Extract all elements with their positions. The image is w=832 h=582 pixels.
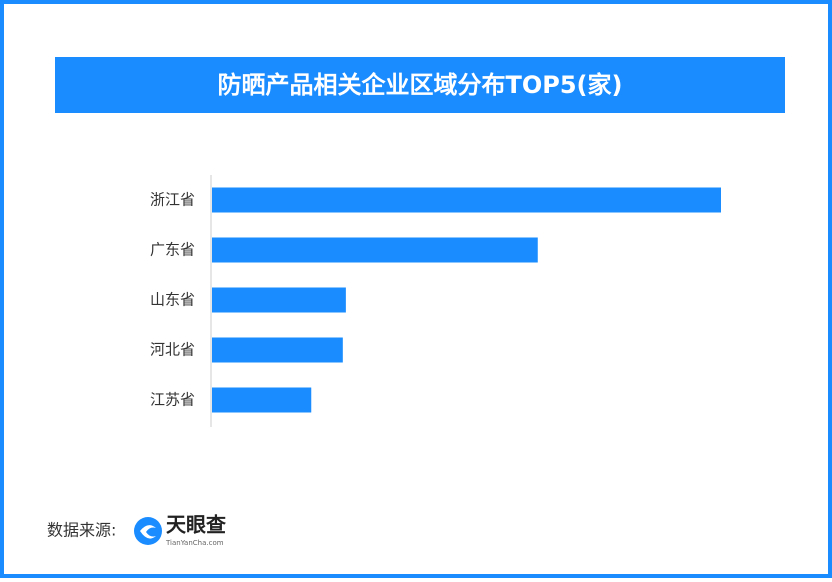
y-tick-label: 江苏省 — [150, 391, 195, 409]
logo-text: 天眼查 — [166, 513, 226, 537]
bar — [212, 337, 343, 363]
y-tick-label: 浙江省 — [150, 191, 195, 209]
bar — [212, 287, 346, 313]
source-label: 数据来源: — [47, 521, 116, 540]
chart-title: 防晒产品相关企业区域分布TOP5(家) — [218, 71, 623, 99]
y-tick-label: 山东省 — [150, 291, 195, 309]
bar — [212, 237, 538, 263]
logo: 天眼查 TianYanCha.com — [134, 513, 226, 547]
bar — [212, 387, 312, 413]
y-tick-label: 广东省 — [150, 241, 195, 259]
logo-url: TianYanCha.com — [165, 539, 224, 547]
logo-swirl — [140, 525, 156, 539]
bar — [212, 187, 721, 213]
logo-icon — [134, 517, 162, 545]
y-tick-label: 河北省 — [150, 341, 195, 359]
title-banner — [55, 57, 785, 113]
